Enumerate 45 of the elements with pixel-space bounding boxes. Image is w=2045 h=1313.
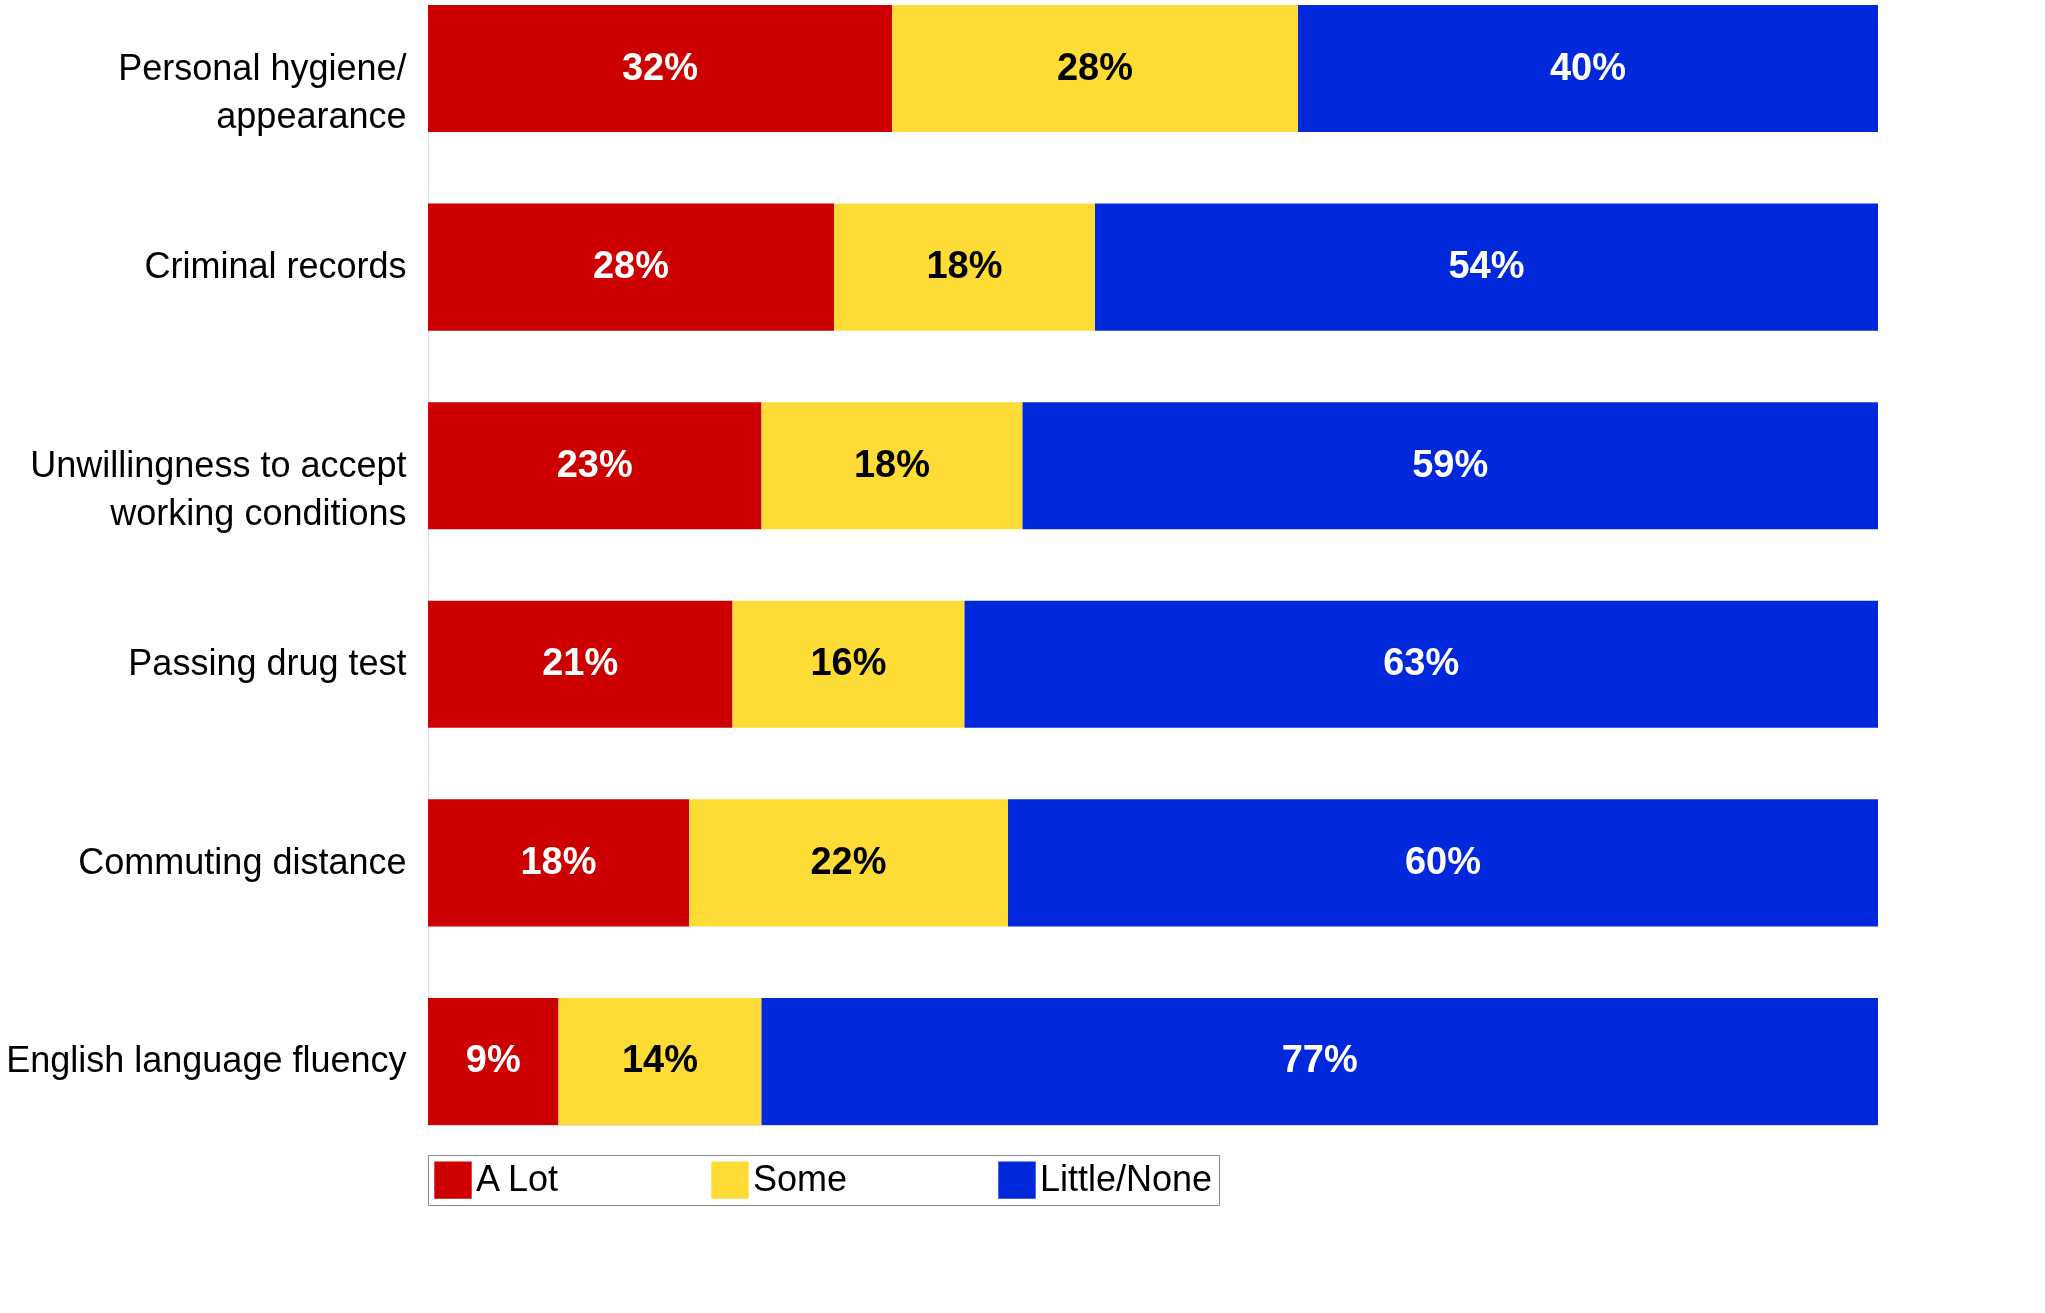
- legend-label: Little/None: [1040, 1158, 1213, 1200]
- data-label: 60%: [1404, 839, 1482, 882]
- data-label: 14%: [621, 1038, 699, 1081]
- bar: [1022, 402, 1878, 530]
- data-label: 23%: [556, 442, 633, 485]
- bar: [964, 600, 1878, 728]
- data-label: 21%: [542, 641, 619, 684]
- data-label: 16%: [810, 641, 887, 684]
- y-tick-label: Criminal records: [144, 245, 407, 287]
- bar: [558, 997, 762, 1125]
- bar: [428, 203, 834, 331]
- data-label: 28%: [1056, 45, 1134, 88]
- data-label: 18%: [853, 442, 931, 485]
- data-label: 40%: [1549, 45, 1627, 88]
- data-label: 32%: [621, 45, 699, 88]
- data-label: 28%: [592, 244, 670, 287]
- bar: [1095, 203, 1878, 331]
- data-label: 18%: [926, 244, 1003, 287]
- bar: [428, 5, 892, 133]
- bar: [1298, 5, 1878, 133]
- bar: [1008, 799, 1878, 927]
- y-tick-label: Unwillingness to accept working conditions: [30, 443, 407, 533]
- bar: [892, 5, 1298, 133]
- bar: [834, 203, 1095, 331]
- bar: [428, 600, 733, 728]
- bar: [732, 600, 965, 728]
- data-label: 9%: [465, 1038, 521, 1081]
- legend-label: A Lot: [476, 1158, 559, 1200]
- bar: [689, 799, 1008, 927]
- y-tick-label: Personal hygiene/ appearance: [118, 46, 407, 136]
- y-tick-label: English language fluency: [6, 1039, 407, 1081]
- bar: [761, 402, 1023, 530]
- data-label: 22%: [810, 839, 887, 882]
- bar: [428, 402, 762, 530]
- legend-label: Some: [753, 1158, 848, 1200]
- bar: [428, 799, 689, 927]
- data-label: 54%: [1448, 244, 1525, 287]
- data-label: 18%: [520, 839, 597, 882]
- y-tick-label: Commuting distance: [78, 840, 407, 882]
- data-label: 63%: [1383, 641, 1460, 684]
- bar: [761, 997, 1878, 1125]
- bar: [428, 997, 559, 1125]
- data-label: 77%: [1281, 1038, 1358, 1081]
- data-label: 59%: [1412, 442, 1489, 485]
- y-tick-label: Passing drug test: [128, 642, 407, 684]
